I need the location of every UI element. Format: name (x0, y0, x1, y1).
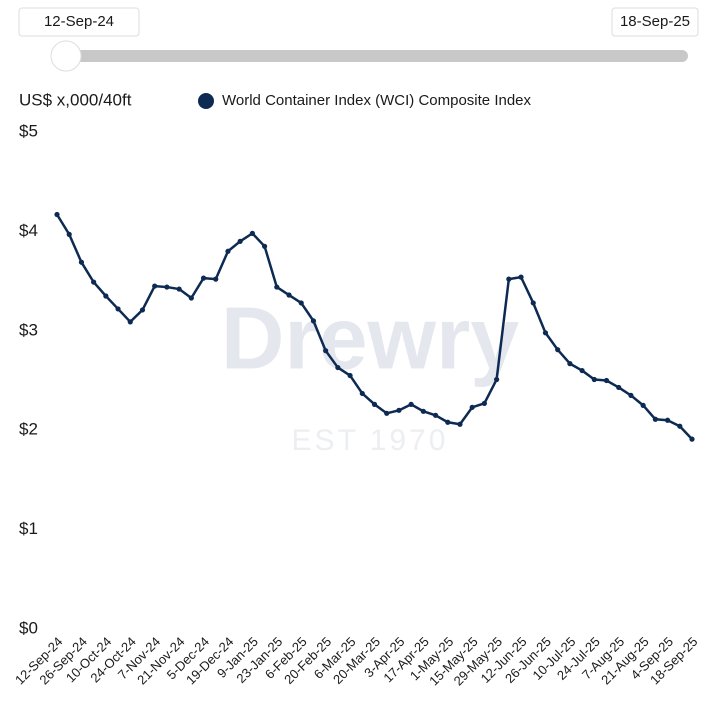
point (213, 276, 219, 282)
point (310, 318, 317, 324)
y-tick-label: $2 (19, 420, 38, 439)
point (396, 407, 402, 413)
point (579, 367, 585, 374)
y-tick-label: $5 (19, 121, 38, 140)
legend-swatch (198, 93, 214, 109)
slider-start: 12-Sep-24 (44, 13, 114, 30)
point (494, 376, 500, 383)
point (91, 279, 97, 285)
point (664, 417, 671, 423)
point (103, 293, 109, 299)
y-tick-label: $3 (19, 320, 38, 339)
point (432, 412, 439, 418)
point (371, 401, 378, 407)
point (335, 364, 341, 371)
point (323, 348, 329, 354)
point (261, 243, 268, 249)
point (542, 330, 549, 336)
point (457, 421, 463, 427)
point (469, 404, 475, 410)
point (347, 372, 353, 379)
point (139, 307, 146, 313)
point (152, 283, 158, 289)
start-box (18, 7, 140, 37)
point (164, 284, 170, 290)
point (286, 292, 292, 298)
point (506, 276, 512, 282)
point (689, 436, 695, 442)
point (225, 248, 231, 254)
point (591, 376, 597, 383)
point (66, 231, 72, 237)
point (384, 410, 390, 416)
point (603, 377, 610, 384)
point (555, 347, 561, 353)
watermark-sub: EST 1970 (292, 424, 449, 457)
point (359, 390, 365, 397)
point (518, 274, 524, 280)
point (188, 295, 194, 301)
point (274, 284, 280, 290)
point (530, 300, 536, 306)
point (127, 319, 133, 325)
point (677, 423, 683, 429)
slider-thumb[interactable] (50, 40, 82, 72)
legend-label: World Container Index (WCI) Composite In… (222, 92, 532, 109)
end-box (611, 7, 699, 37)
y-tick-label: $0 (19, 618, 38, 637)
slider-end: 18-Sep-25 (620, 13, 690, 30)
point (616, 384, 622, 391)
y-axis-label: US$ x,000/40ft (19, 90, 132, 109)
point (628, 392, 634, 399)
point (78, 259, 85, 265)
point (652, 416, 658, 422)
point (420, 408, 426, 414)
point (115, 306, 121, 312)
point (237, 238, 243, 244)
point (249, 230, 255, 236)
point (176, 286, 182, 292)
point (445, 419, 451, 425)
point (640, 402, 646, 408)
point (567, 361, 573, 367)
point (54, 211, 60, 218)
y-tick-label: $1 (19, 519, 38, 538)
watermark: Drewry (221, 288, 519, 387)
point (200, 275, 207, 281)
y-tick-label: $4 (19, 221, 38, 240)
point (408, 401, 414, 407)
point (481, 400, 488, 406)
slider-track[interactable] (62, 50, 688, 62)
point (298, 300, 304, 306)
